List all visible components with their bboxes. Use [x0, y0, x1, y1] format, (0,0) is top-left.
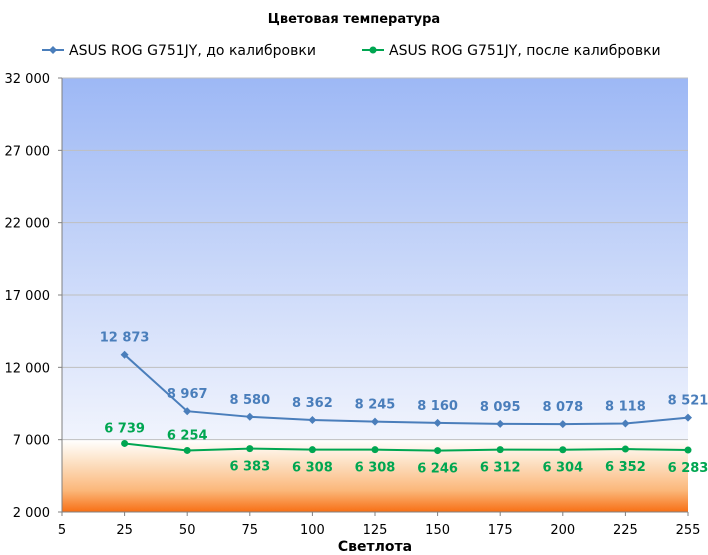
data-label-after: 6 254	[167, 428, 208, 443]
y-tick-label: 2 000	[13, 506, 50, 521]
x-tick-label: 225	[613, 523, 638, 538]
data-point-before	[308, 415, 317, 424]
chart-title: Цветовая температура	[268, 12, 440, 27]
data-point-after	[246, 445, 254, 453]
legend-label-before: ASUS ROG G751JY, до калибровки	[69, 43, 316, 59]
data-label-after: 6 312	[480, 461, 521, 476]
gridlines	[62, 77, 688, 441]
data-label-after: 6 308	[355, 461, 396, 476]
data-point-before	[496, 419, 505, 428]
y-tick-label: 7 000	[13, 434, 50, 449]
data-point-after	[121, 439, 129, 447]
data-label-after: 6 283	[668, 461, 708, 476]
data-label-before: 8 160	[417, 399, 458, 414]
data-label-after: 6 739	[104, 421, 145, 436]
data-point-after	[308, 446, 316, 454]
x-tick-label: 255	[676, 523, 701, 538]
x-tick-label: 75	[242, 523, 259, 538]
data-label-after: 6 304	[542, 461, 583, 476]
data-point-before	[433, 418, 442, 427]
legend-label-after: ASUS ROG G751JY, после калибровки	[389, 43, 661, 59]
data-label-before: 8 580	[229, 393, 270, 408]
data-point-before	[621, 419, 630, 428]
data-label-before: 8 118	[605, 399, 646, 414]
data-point-after	[621, 445, 629, 453]
data-point-after	[371, 446, 379, 454]
data-point-before	[183, 407, 192, 416]
data-point-before	[245, 412, 254, 421]
axes: 2 000 7 000 12 000 17 000 22 000 27 000 32 000…	[5, 72, 701, 538]
y-tick-label: 27 000	[5, 144, 51, 159]
data-label-before: 8 245	[355, 398, 396, 413]
y-tick-label: 32 000	[5, 72, 51, 87]
legend: ASUS ROG G751JY, до калибровки ASUS ROG …	[42, 43, 661, 59]
series	[120, 350, 692, 455]
x-tick-label: 25	[116, 523, 133, 538]
data-label-before: 8 362	[292, 396, 333, 411]
data-point-after	[434, 447, 442, 455]
data-label-after: 6 383	[229, 460, 270, 475]
x-tick-label: 125	[363, 523, 388, 538]
data-point-after	[559, 446, 567, 454]
y-tick-label: 17 000	[5, 289, 51, 304]
legend-marker-after	[369, 46, 377, 54]
data-labels: 12 873 8 967 8 580 8 362 8 245 8 160 8 095 8 07…	[100, 331, 708, 477]
data-label-before: 8 095	[480, 400, 521, 415]
data-label-after: 6 246	[417, 462, 458, 477]
data-point-before	[558, 420, 567, 429]
legend-marker-before	[49, 46, 57, 54]
data-point-before	[371, 417, 379, 426]
data-point-after	[496, 446, 504, 454]
series-line-after	[124, 442, 689, 452]
data-label-before: 8 521	[668, 394, 708, 409]
data-label-before: 12 873	[100, 331, 150, 346]
y-tick-label: 22 000	[5, 217, 51, 232]
x-axis-title: Светлота	[338, 539, 412, 555]
data-point-after	[684, 446, 692, 454]
series-line-before	[123, 353, 689, 426]
y-tick-label: 12 000	[5, 361, 51, 376]
x-tick-label: 200	[550, 523, 575, 538]
x-tick-label: 50	[179, 523, 196, 538]
data-label-after: 6 308	[292, 461, 333, 476]
data-label-after: 6 352	[605, 460, 646, 475]
x-tick-label: 150	[425, 523, 450, 538]
x-tick-label: 175	[488, 523, 513, 538]
x-tick-label: 5	[58, 523, 66, 538]
plot-background-blue	[62, 78, 688, 440]
data-label-before: 8 967	[167, 387, 208, 402]
x-tick-label: 100	[300, 523, 325, 538]
data-label-before: 8 078	[542, 400, 583, 415]
data-point-before	[120, 350, 129, 359]
data-point-after	[183, 446, 191, 454]
data-point-before	[684, 413, 692, 422]
